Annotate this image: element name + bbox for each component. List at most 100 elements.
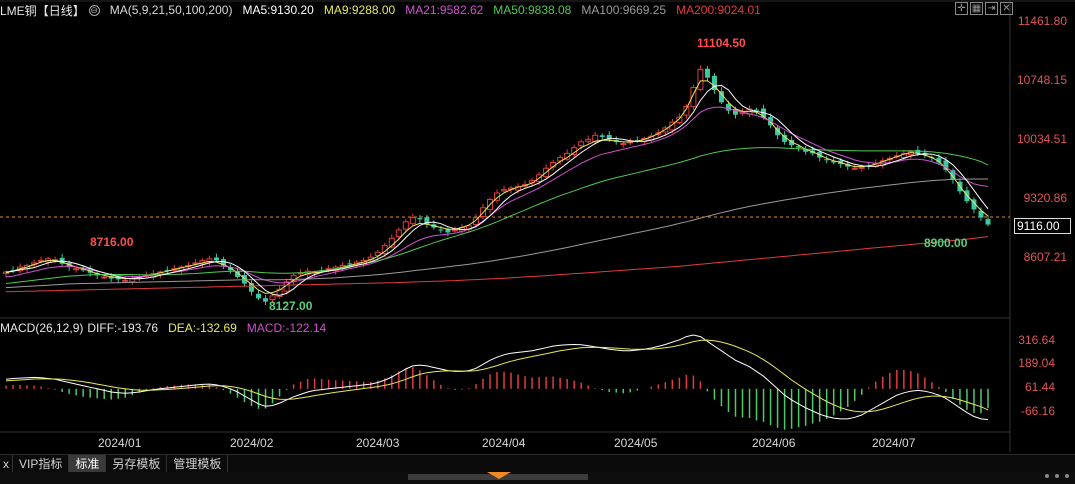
candle: [676, 116, 683, 123]
ma200-line: [5, 236, 989, 293]
tab-manage-template[interactable]: 管理模板: [167, 454, 229, 473]
period-label[interactable]: 【日线】: [36, 3, 85, 18]
candle: [697, 68, 704, 91]
chart-canvas[interactable]: [0, 0, 1075, 454]
window-buttons: ✛ ▦ ⇥ ✕: [955, 2, 1013, 15]
candle: [87, 268, 93, 273]
macd-lines: [5, 334, 989, 421]
date-tick: 2024/01: [98, 436, 142, 450]
crosshair-icon[interactable]: ✛: [955, 2, 968, 15]
more-dots-icon[interactable]: [1045, 474, 1069, 478]
tab-save-template[interactable]: 另存模板: [106, 454, 168, 473]
candle: [606, 134, 612, 140]
ma50-value: MA50:9838.08: [493, 3, 572, 17]
price-tick: 10748.15: [1016, 73, 1067, 87]
indicator-tab-bar: x VIP指标 标准 另存模板 管理模板: [0, 454, 1075, 473]
candlestick-series: [3, 65, 991, 306]
date-tick: 2024/03: [356, 436, 400, 450]
candle: [950, 170, 956, 180]
candle: [943, 160, 949, 170]
candle: [164, 269, 170, 271]
symbol-title[interactable]: LME铜: [0, 3, 37, 18]
candle: [851, 167, 858, 170]
candle: [599, 135, 605, 137]
candle: [789, 139, 795, 146]
candle: [718, 91, 724, 103]
tab-standard[interactable]: 标准: [69, 454, 107, 473]
price-tick: 9320.86: [1023, 191, 1067, 205]
candle: [824, 159, 830, 161]
macd-params[interactable]: MACD(26,12,9): [0, 321, 84, 335]
candle: [374, 251, 381, 256]
candle: [445, 229, 451, 233]
candle: [858, 166, 865, 169]
close-icon[interactable]: ✕: [1000, 2, 1013, 15]
ma200-value: MA200:9024.01: [676, 3, 761, 17]
candle: [796, 146, 802, 148]
candle: [73, 268, 80, 271]
date-tick: 2024/06: [752, 436, 796, 450]
candle: [803, 149, 809, 152]
tab-close[interactable]: x: [0, 454, 13, 473]
macd-legend: MACD(26,12,9) DIFF:-193.76 DEA:-132.69 M…: [0, 319, 326, 337]
candle: [725, 103, 731, 111]
ma9-value: MA9:9288.00: [323, 3, 396, 17]
candle: [775, 127, 781, 136]
macd-dea-line: [5, 339, 989, 413]
high-annotation: 11104.50: [697, 36, 746, 50]
recent-low-annotation: 8900.00: [924, 236, 968, 250]
ma-params[interactable]: MA(5,9,21,50,100,200): [109, 3, 233, 17]
candle: [220, 259, 226, 266]
collapse-icon[interactable]: ⇥: [985, 2, 998, 15]
candle: [409, 217, 416, 225]
candle: [234, 271, 240, 277]
settings-circle-icon[interactable]: ⊖: [88, 4, 100, 16]
price-tick: 11461.80: [1017, 14, 1067, 28]
candle: [683, 105, 690, 116]
candle: [620, 143, 627, 146]
scroll-handle-icon[interactable]: [487, 472, 511, 479]
candle: [80, 269, 86, 271]
macd-tick: 61.44: [1024, 380, 1055, 394]
candle: [424, 217, 430, 225]
candle: [831, 160, 837, 163]
candle: [501, 189, 508, 192]
macd-tick: 189.04: [1018, 356, 1055, 370]
candle: [438, 229, 444, 231]
candle: [276, 288, 283, 298]
candle: [704, 68, 710, 78]
candle: [122, 279, 129, 282]
candle: [690, 87, 697, 108]
candle: [585, 138, 592, 142]
macd-value: MACD:-122.14: [246, 321, 327, 335]
candle: [263, 298, 269, 302]
macd-histogram: [5, 367, 989, 430]
candle: [732, 109, 738, 115]
candle: [936, 157, 942, 163]
candle: [985, 219, 991, 225]
candle: [101, 276, 108, 279]
tab-vip-indicators[interactable]: VIP指标: [13, 454, 70, 473]
candle: [971, 199, 977, 210]
macd-dea-value: DEA:-132.69: [168, 321, 237, 335]
candle: [711, 75, 717, 90]
jan-high-annotation: 8716.00: [90, 235, 134, 249]
macd-tick: 316.64: [1018, 333, 1055, 347]
ma100-value: MA100:9669.25: [581, 3, 667, 17]
candle: [347, 263, 353, 265]
candle: [213, 257, 219, 261]
date-tick: 2024/07: [872, 436, 916, 450]
date-tick: 2024/04: [482, 436, 526, 450]
candle: [578, 141, 585, 147]
candle: [915, 149, 921, 154]
candle: [38, 259, 45, 262]
candle: [754, 109, 760, 111]
ma5-line: [5, 84, 989, 296]
candle: [206, 258, 213, 263]
candle: [451, 229, 458, 232]
grid-icon[interactable]: ▦: [970, 2, 983, 15]
ma5-value: MA5:9130.20: [242, 3, 314, 17]
candle: [227, 267, 233, 271]
candle: [192, 262, 199, 265]
candle: [402, 221, 409, 230]
